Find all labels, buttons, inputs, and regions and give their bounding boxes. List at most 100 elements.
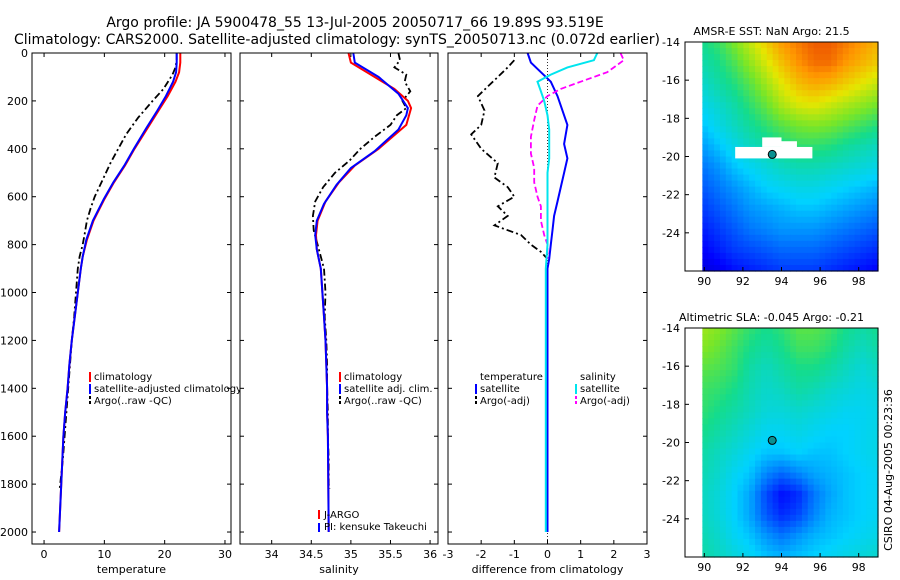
heatmap-cell [737,96,744,103]
heatmap-cell [778,418,785,426]
heatmap-cell [872,156,879,164]
heatmap-cell [866,264,873,272]
heatmap-cell [790,240,797,248]
heatmap-cell [842,228,850,236]
heatmap-cell [860,526,867,534]
heatmap-cell [766,424,774,432]
heatmap-cell [807,156,815,164]
heatmap-cell [719,126,727,133]
heatmap-cell [837,490,844,498]
heatmap-cell [842,424,850,432]
heatmap-cell [719,192,727,200]
heatmap-cell [725,54,733,61]
heatmap-cell [708,198,715,206]
heatmap-cell [737,252,744,260]
heatmap-cell [796,496,803,504]
heatmap-cell [837,388,844,395]
heatmap-cell [784,448,791,456]
heatmap-cell [749,186,756,194]
heatmap-cell [778,388,785,395]
heatmap-cell [872,526,879,534]
heatmap-cell [760,430,768,438]
heatmap-cell [796,358,803,365]
heatmap-cell [760,48,768,55]
heatmap-cell [819,370,826,377]
legend-entry: satellite adj. clim. [344,384,433,395]
heatmap-cell [837,234,844,242]
heatmap-cell [755,210,762,218]
heatmap-cell [848,502,856,510]
heatmap-cell [807,370,815,377]
heatmap-cell [790,96,797,103]
heatmap-cell [749,66,756,73]
heatmap-cell [743,234,750,242]
heatmap-cell [831,466,838,474]
heatmap-cell [702,394,709,401]
heatmap-cell [708,424,715,432]
heatmap-cell [784,204,791,212]
heatmap-cell [790,382,797,389]
heatmap-cell [755,376,762,383]
heatmap-cell [801,126,809,133]
heatmap-cell [790,102,797,109]
heatmap-cell [848,252,856,260]
heatmap-cell [719,180,727,188]
heatmap-cell [778,258,785,266]
heatmap-cell [749,508,756,516]
heatmap-cell [854,258,862,266]
heatmap-cell [760,204,768,212]
heatmap-cell [719,120,727,127]
heatmap-cell [854,72,862,79]
heatmap-cell [702,198,709,206]
heatmap-cell [708,240,715,248]
heatmap-cell [737,60,744,67]
heatmap-cell [755,78,762,85]
heatmap-cell [842,78,850,85]
heatmap-cell [848,370,856,377]
heatmap-cell [760,340,768,347]
heatmap-cell [778,78,785,85]
heatmap-cell [831,78,838,85]
axes-frame [31,52,232,545]
y-tick-label: 1400 [0,382,28,395]
heatmap-cell [772,466,780,474]
heatmap-cell [714,430,721,438]
heatmap-cell [772,328,780,335]
heatmap-cell [702,138,709,146]
heatmap-cell [860,150,867,158]
heatmap-cell [743,550,750,558]
heatmap-cell [866,502,873,510]
heatmap-cell [760,96,768,103]
heatmap-cell [854,102,862,109]
heatmap-cell [860,508,867,516]
heatmap-cell [842,192,850,200]
heatmap-cell [807,246,815,254]
heatmap-cell [872,114,879,121]
heatmap-cell [731,132,739,140]
heatmap-cell [760,240,768,248]
heatmap-cell [837,496,844,504]
heatmap-cell [854,472,862,480]
heatmap-cell [790,90,797,97]
heatmap-cell [866,234,873,242]
heatmap-cell [737,234,744,242]
heatmap-cell [837,168,844,176]
heatmap-cell [848,120,856,127]
heatmap-cell [837,472,844,480]
heatmap-cell [772,550,780,558]
heatmap-cell [737,334,744,341]
map-y-tick-label: -18 [662,112,680,125]
heatmap-cell [778,60,785,67]
heatmap-cell [860,436,867,444]
heatmap-cell [825,526,832,534]
argo-location-marker [767,149,777,159]
heatmap-cell [743,430,750,438]
heatmap-cell [790,400,797,407]
heatmap-cell [749,90,756,97]
heatmap-cell [725,114,733,121]
heatmap-cell [743,168,750,176]
heatmap-cell [825,114,832,121]
heatmap-cell [743,472,750,480]
heatmap-cell [819,514,826,522]
